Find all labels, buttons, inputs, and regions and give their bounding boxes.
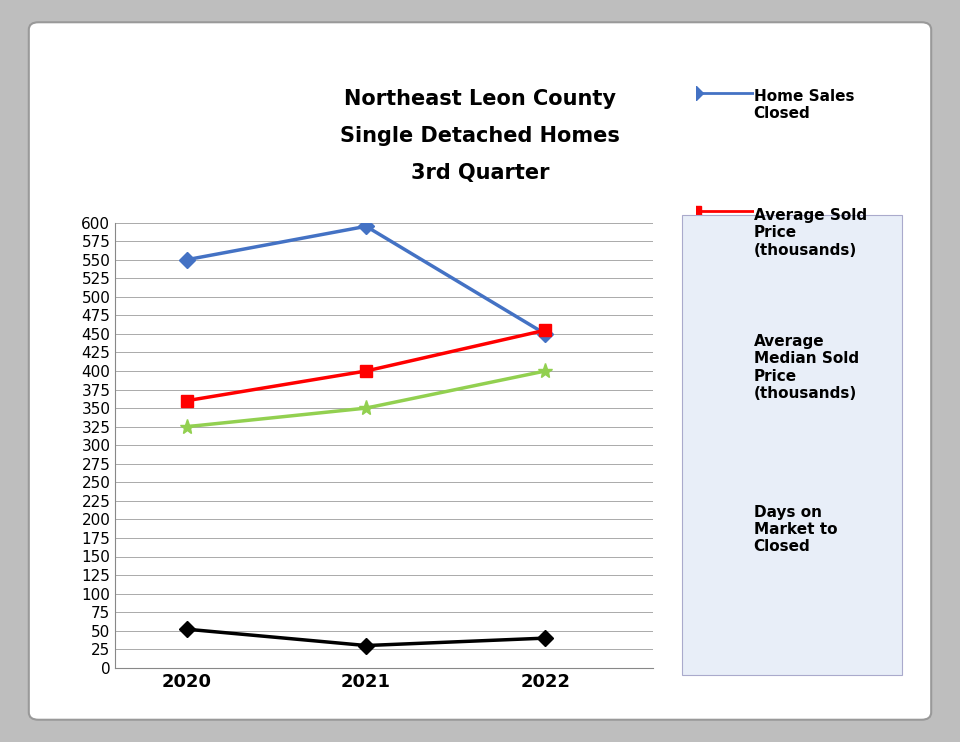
Text: Days on
Market to
Closed: Days on Market to Closed xyxy=(754,505,837,554)
Text: Northeast Leon County: Northeast Leon County xyxy=(344,89,616,109)
Days on
Market to
Closed xyxy=(181,625,193,634)
Text: Single Detached Homes: Single Detached Homes xyxy=(340,126,620,146)
Average Sold
Price
(thousands) xyxy=(181,396,193,405)
Home Sales
Closed xyxy=(181,255,193,264)
Days on
Market to
Closed xyxy=(540,634,551,643)
Average
Median Sold
Price
(thousands) xyxy=(540,367,551,375)
Average Sold
Price
(thousands) xyxy=(540,326,551,335)
Average
Median Sold
Price
(thousands) xyxy=(360,404,372,413)
Text: Home Sales
Closed: Home Sales Closed xyxy=(754,89,854,122)
Text: Average
Median Sold
Price
(thousands): Average Median Sold Price (thousands) xyxy=(754,334,859,401)
Days on
Market to
Closed xyxy=(360,641,372,650)
Text: Average Sold
Price
(thousands): Average Sold Price (thousands) xyxy=(754,208,867,257)
Line: Average
Median Sold
Price
(thousands): Average Median Sold Price (thousands) xyxy=(180,364,553,434)
Line: Days on
Market to
Closed: Days on Market to Closed xyxy=(181,624,551,651)
Home Sales
Closed xyxy=(540,329,551,338)
Average Sold
Price
(thousands) xyxy=(360,367,372,375)
Line: Home Sales
Closed: Home Sales Closed xyxy=(181,221,551,339)
Home Sales
Closed xyxy=(360,222,372,231)
Line: Average Sold
Price
(thousands): Average Sold Price (thousands) xyxy=(181,325,551,406)
Average
Median Sold
Price
(thousands) xyxy=(181,422,193,431)
Text: 3rd Quarter: 3rd Quarter xyxy=(411,163,549,183)
